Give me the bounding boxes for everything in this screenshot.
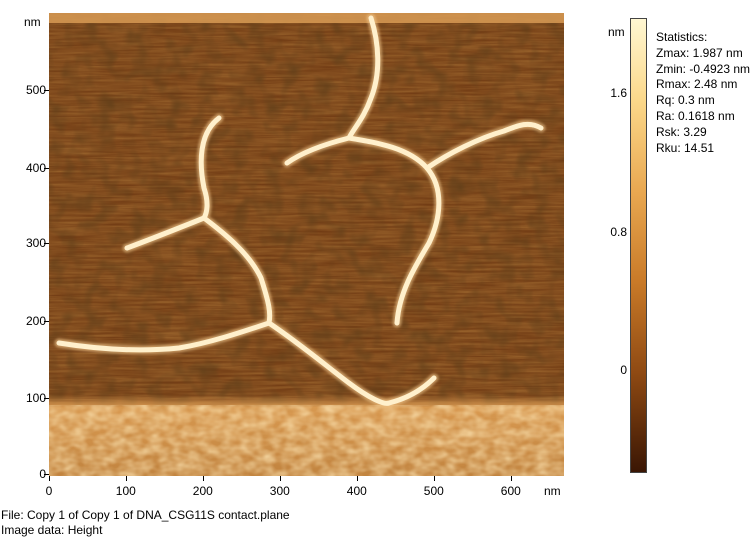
y-tick-mark bbox=[44, 90, 49, 91]
x-tick-mark bbox=[434, 476, 435, 481]
y-tick-mark bbox=[44, 474, 49, 475]
y-tick-label: 500 bbox=[25, 83, 46, 97]
x-tick-label: 200 bbox=[192, 484, 213, 498]
y-tick-label: 200 bbox=[25, 314, 46, 328]
stat-rsk: Rsk: 3.29 bbox=[656, 124, 707, 139]
stat-ra: Ra: 0.1618 nm bbox=[656, 108, 735, 123]
statistics-panel: Statistics: Zmax: 1.987 nm Zmin: -0.4923… bbox=[656, 30, 750, 156]
x-tick-mark bbox=[280, 476, 281, 481]
stat-rmax: Rmax: 2.48 nm bbox=[656, 77, 738, 92]
y-tick-mark bbox=[44, 398, 49, 399]
y-tick-label: 100 bbox=[25, 391, 46, 405]
x-tick-mark bbox=[357, 476, 358, 481]
colorbar-tick-label: 0 bbox=[620, 363, 627, 377]
y-tick-mark bbox=[44, 321, 49, 322]
image-data-type: Image data: Height bbox=[1, 523, 103, 537]
x-tick-mark bbox=[203, 476, 204, 481]
x-tick-mark bbox=[49, 476, 50, 481]
y-tick-label: 400 bbox=[25, 161, 46, 175]
x-tick-label: 0 bbox=[45, 484, 53, 498]
colorbar-tick-label: 1.6 bbox=[610, 86, 627, 100]
y-tick-mark bbox=[44, 243, 49, 244]
x-tick-label: 300 bbox=[269, 484, 290, 498]
x-tick-mark bbox=[511, 476, 512, 481]
afm-image-svg bbox=[49, 13, 564, 476]
stat-zmax: Zmax: 1.987 nm bbox=[656, 45, 743, 60]
file-name: File: Copy 1 of Copy 1 of DNA_CSG11S con… bbox=[1, 508, 290, 522]
x-tick-label: 500 bbox=[423, 484, 444, 498]
colorbar-unit: nm bbox=[608, 25, 625, 39]
afm-height-image bbox=[49, 13, 564, 476]
colorbar-tick-label: 0.8 bbox=[610, 225, 627, 239]
height-colorbar bbox=[630, 18, 647, 473]
stat-zmin: Zmin: -0.4923 nm bbox=[656, 61, 751, 76]
stat-rq: Rq: 0.3 nm bbox=[656, 93, 715, 108]
dna-strands bbox=[54, 13, 546, 408]
x-tick-label: 600 bbox=[500, 484, 521, 498]
y-tick-label: 0 bbox=[39, 467, 46, 481]
x-axis-unit: nm bbox=[544, 484, 561, 498]
y-tick-mark bbox=[44, 168, 49, 169]
x-tick-label: 100 bbox=[115, 484, 136, 498]
statistics-title: Statistics: bbox=[656, 30, 708, 44]
x-tick-mark bbox=[126, 476, 127, 481]
y-axis-unit: nm bbox=[24, 15, 41, 29]
y-tick-label: 300 bbox=[25, 236, 46, 250]
x-tick-label: 400 bbox=[346, 484, 367, 498]
stat-rku: Rku: 14.51 bbox=[656, 140, 715, 155]
